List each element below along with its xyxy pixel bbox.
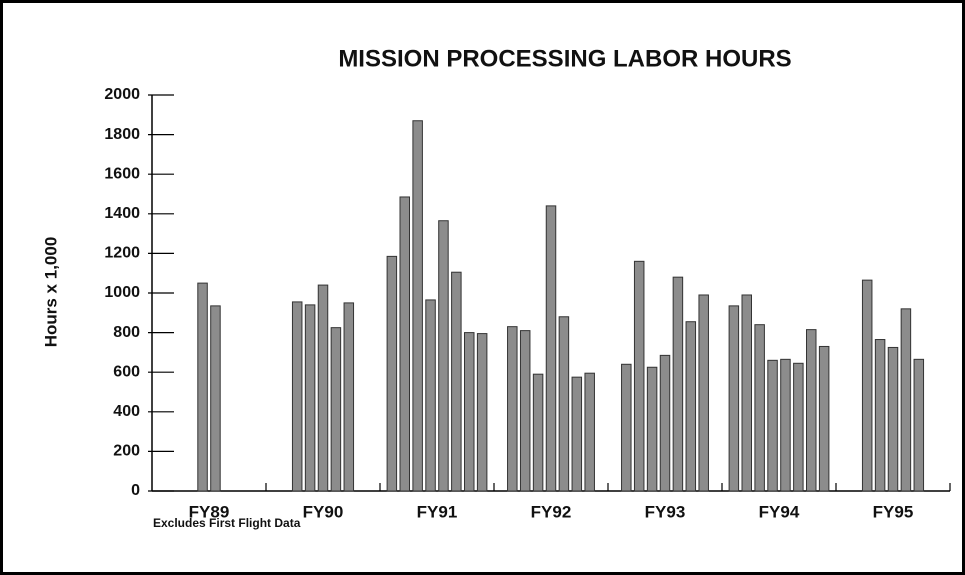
y-tick-label: 1200 xyxy=(104,245,140,262)
bar xyxy=(861,279,873,492)
bar xyxy=(210,305,221,492)
bar xyxy=(438,220,449,492)
x-tick-label: FY95 xyxy=(873,502,914,521)
bar xyxy=(633,260,645,492)
x-tick-label: FY90 xyxy=(303,502,344,521)
x-tick-label: FY93 xyxy=(645,502,686,521)
bar xyxy=(913,358,925,492)
bar xyxy=(818,345,830,492)
bar xyxy=(532,373,544,492)
bar xyxy=(399,196,410,492)
x-tick-label: FY91 xyxy=(417,502,458,521)
bar xyxy=(571,376,583,492)
y-tick-label: 800 xyxy=(113,324,140,341)
bar xyxy=(584,372,595,492)
x-tick-label: FY92 xyxy=(531,502,572,521)
bar xyxy=(197,282,208,492)
bar xyxy=(754,324,765,492)
bar xyxy=(386,255,398,492)
bar xyxy=(659,354,671,492)
y-tick-label: 2000 xyxy=(104,86,140,103)
bar xyxy=(900,308,912,492)
bar xyxy=(330,327,342,492)
bar xyxy=(317,284,329,492)
bar xyxy=(545,205,557,492)
y-tick-label: 1800 xyxy=(104,126,140,143)
bar xyxy=(621,363,632,492)
y-tick-label: 0 xyxy=(131,482,140,499)
bar xyxy=(412,120,423,492)
bar xyxy=(728,305,740,492)
bar xyxy=(464,332,475,492)
bar xyxy=(304,304,316,492)
footnote: Excludes First Flight Data xyxy=(153,516,301,530)
bar xyxy=(741,294,752,492)
bar xyxy=(793,362,804,492)
y-tick-label: 1400 xyxy=(104,205,140,222)
bar xyxy=(507,326,518,492)
bar xyxy=(874,339,886,492)
bar xyxy=(425,299,436,492)
bar xyxy=(672,276,684,492)
bar xyxy=(519,330,531,492)
bar xyxy=(806,329,817,492)
y-tick-label: 1000 xyxy=(104,284,140,301)
y-tick-label: 200 xyxy=(113,443,140,460)
y-tick-label: 600 xyxy=(113,363,140,380)
y-tick-label: 1600 xyxy=(104,165,140,182)
bar xyxy=(646,366,658,492)
bar xyxy=(685,321,697,492)
chart-title: MISSION PROCESSING LABOR HOURS xyxy=(338,45,791,72)
bar xyxy=(476,333,488,492)
bar xyxy=(887,346,899,492)
x-tick-label: FY94 xyxy=(759,502,800,521)
y-axis-label: Hours x 1,000 xyxy=(41,237,60,348)
bar xyxy=(291,301,303,492)
x-tick-label: FY89 xyxy=(189,502,230,521)
bar xyxy=(698,294,709,492)
bar xyxy=(558,316,570,492)
bar xyxy=(767,359,778,492)
bar xyxy=(451,271,462,492)
bar xyxy=(780,358,791,492)
bar xyxy=(343,302,355,492)
y-tick-label: 400 xyxy=(113,403,140,420)
